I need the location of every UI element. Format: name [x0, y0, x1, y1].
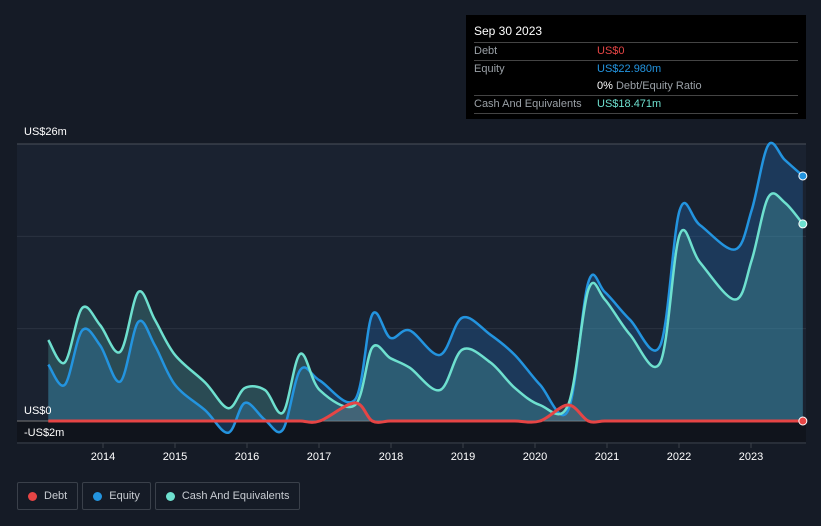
tooltip-ratio-value: 0%: [597, 80, 613, 92]
cash-and-equivalents-end-point: [798, 219, 808, 229]
tooltip-debt-label: Debt: [474, 45, 498, 57]
x-tick-label: 2022: [667, 451, 691, 463]
equity-end-point: [798, 171, 808, 181]
tooltip-ratio-label: Debt/Equity Ratio: [615, 80, 702, 92]
x-tick-label: 2014: [91, 451, 115, 463]
tooltip-date: Sep 30 2023: [474, 23, 798, 43]
x-tick-label: 2016: [235, 451, 259, 463]
legend-debt[interactable]: Debt: [17, 482, 79, 510]
y-label-bottom: -US$2m: [24, 427, 64, 439]
x-tick-label: 2017: [307, 451, 331, 463]
x-tick-label: 2020: [523, 451, 547, 463]
tooltip-cash-value: US$18.471m: [597, 98, 662, 110]
equity-line: [47, 141, 804, 434]
debt-line: [48, 401, 803, 424]
tooltip-cash-label: Cash And Equivalents: [474, 98, 582, 110]
x-tick-label: 2023: [739, 451, 763, 463]
legend-cash[interactable]: Cash And Equivalents: [154, 482, 301, 510]
legend-equity-label: Equity: [109, 490, 140, 502]
plot-area-negative: [17, 421, 806, 442]
legend-debt-label: Debt: [44, 490, 68, 502]
x-tick-label: 2019: [451, 451, 475, 463]
cash-and-equivalents-line: [47, 192, 804, 416]
plot-area-positive: [17, 144, 806, 421]
legend-cash-label: Cash And Equivalents: [181, 490, 290, 502]
cash-dot-icon: [165, 491, 175, 501]
y-label-top: US$26m: [24, 126, 67, 138]
tooltip-equity-label: Equity: [474, 63, 505, 75]
equity-area: [48, 142, 803, 433]
y-label-zero: US$0: [24, 405, 52, 417]
equity-dot-icon: [93, 491, 103, 501]
x-tick-label: 2018: [379, 451, 403, 463]
debt-dot-icon: [28, 491, 37, 501]
legend-equity[interactable]: Equity: [82, 482, 151, 510]
cash-and-equivalents-area: [48, 193, 803, 421]
tooltip: Sep 30 2023 Debt US$0 Equity US$22.980m 0%…: [466, 15, 806, 119]
x-tick-label: 2021: [595, 451, 619, 463]
tooltip-equity-value: US$22.980m: [597, 63, 662, 75]
x-tick-label: 2015: [163, 451, 187, 463]
tooltip-debt-value: US$0: [597, 45, 625, 57]
legend: Debt Equity Cash And Equivalents: [17, 482, 301, 510]
debt-end-point: [798, 416, 808, 426]
